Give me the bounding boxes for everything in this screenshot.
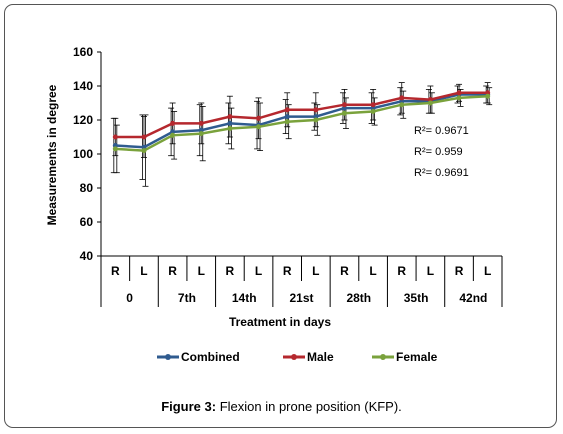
caption-label: Figure 3: bbox=[161, 399, 217, 414]
series-male bbox=[112, 90, 491, 140]
y-tick-label: 60 bbox=[80, 215, 94, 229]
data-point bbox=[227, 126, 233, 131]
category-label: L bbox=[140, 264, 147, 278]
legend-label: Male bbox=[307, 350, 334, 364]
legend-marker bbox=[380, 354, 386, 360]
data-point bbox=[141, 134, 147, 140]
data-point bbox=[112, 134, 118, 140]
r-squared-annotations: R²= 0.9671 R²= 0.959 R²= 0.9691 bbox=[414, 125, 469, 179]
category-label: R bbox=[397, 264, 406, 278]
series-line bbox=[115, 93, 488, 149]
category-label: L bbox=[427, 264, 434, 278]
legend-label: Combined bbox=[181, 350, 240, 364]
group-label: 21st bbox=[289, 291, 313, 305]
category-label: L bbox=[484, 264, 491, 278]
r-squared-label: R²= 0.9691 bbox=[414, 167, 469, 179]
data-point bbox=[112, 146, 118, 152]
data-point bbox=[456, 95, 462, 101]
data-point bbox=[227, 114, 233, 120]
category-label: R bbox=[455, 264, 464, 278]
data-point bbox=[313, 117, 319, 123]
data-point bbox=[170, 132, 176, 138]
category-axis: R L R L R L R L R L R L R L0 7th 14th 21st 28th 35th 42nd bbox=[100, 255, 503, 307]
y-tick-label: 100 bbox=[73, 147, 93, 161]
legend: Combined Male Female bbox=[157, 350, 438, 364]
data-point bbox=[313, 107, 319, 113]
data-point bbox=[227, 120, 233, 126]
data-point bbox=[170, 120, 176, 126]
y-tick-label: 160 bbox=[73, 45, 93, 59]
data-point bbox=[198, 131, 204, 137]
category-label: L bbox=[369, 264, 376, 278]
data-point bbox=[284, 114, 290, 120]
group-label: 7th bbox=[178, 291, 196, 305]
r-squared-label: R²= 0.9671 bbox=[414, 125, 469, 137]
series-lines bbox=[112, 90, 491, 154]
data-point bbox=[427, 100, 433, 106]
category-label: R bbox=[168, 264, 177, 278]
r-squared-label: R²= 0.959 bbox=[414, 146, 463, 158]
data-point bbox=[370, 102, 376, 108]
figure-frame bbox=[4, 4, 557, 428]
data-point bbox=[399, 95, 405, 101]
series-line bbox=[115, 94, 488, 152]
caption-text: Flexion in prone position (KFP). bbox=[216, 399, 402, 414]
legend-item-male: Male bbox=[283, 350, 334, 364]
y-axis-title: Measurements in degree bbox=[45, 84, 59, 225]
category-label: R bbox=[226, 264, 235, 278]
data-point bbox=[370, 109, 376, 114]
data-point bbox=[141, 148, 147, 154]
category-label: R bbox=[111, 264, 120, 278]
data-point bbox=[485, 93, 491, 99]
category-label: R bbox=[283, 264, 292, 278]
group-label: 0 bbox=[126, 291, 133, 305]
series-female bbox=[112, 93, 491, 154]
data-point bbox=[256, 115, 262, 121]
y-tick-label: 80 bbox=[80, 181, 94, 195]
data-point bbox=[284, 107, 290, 113]
y-tick-label: 140 bbox=[73, 79, 93, 93]
group-label: 42nd bbox=[459, 291, 487, 305]
series-line bbox=[115, 91, 488, 139]
legend-label: Female bbox=[396, 350, 438, 364]
legend-marker bbox=[165, 354, 171, 360]
group-label: 28th bbox=[346, 291, 371, 305]
x-axis-title: Treatment in days bbox=[229, 315, 331, 329]
group-label: 35th bbox=[404, 291, 429, 305]
category-label: L bbox=[198, 264, 205, 278]
figure-caption: Figure 3: Flexion in prone position (KFP… bbox=[0, 399, 563, 414]
y-tick-label: 120 bbox=[73, 113, 93, 127]
data-point bbox=[399, 102, 405, 108]
group-label: 14th bbox=[232, 291, 257, 305]
y-axis: 40 60 80 100 120 140 160 bbox=[73, 45, 102, 263]
legend-marker bbox=[291, 354, 297, 360]
data-point bbox=[341, 110, 347, 116]
legend-item-combined: Combined bbox=[157, 350, 240, 364]
data-point bbox=[341, 102, 347, 108]
data-point bbox=[284, 119, 290, 125]
data-point bbox=[256, 124, 262, 130]
data-point bbox=[456, 90, 462, 96]
category-label: R bbox=[340, 264, 349, 278]
data-point bbox=[198, 120, 204, 126]
y-tick-label: 40 bbox=[80, 249, 94, 263]
legend-item-female: Female bbox=[372, 350, 438, 364]
category-label: L bbox=[255, 264, 262, 278]
category-label: L bbox=[312, 264, 319, 278]
